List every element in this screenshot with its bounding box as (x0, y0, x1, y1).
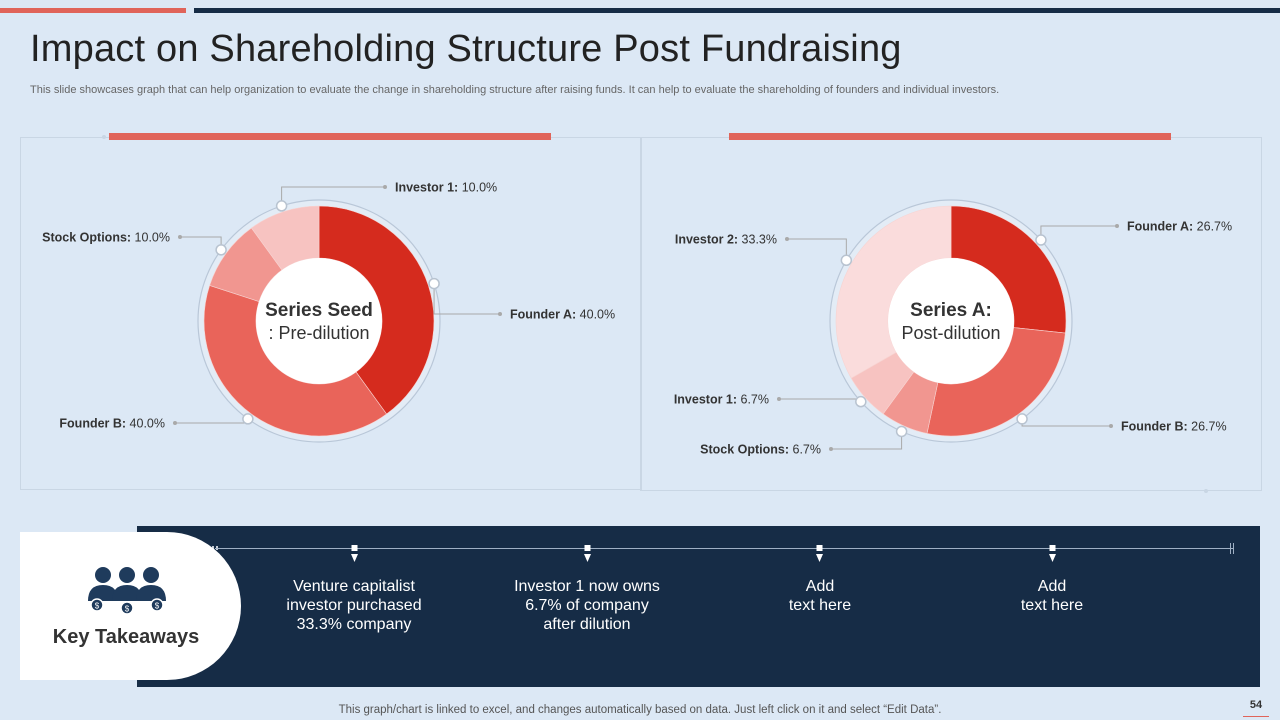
timeline-end (1233, 543, 1234, 554)
leader-line (1040, 225, 1117, 241)
data-label: Founder A: 26.7% (1127, 220, 1232, 234)
leader-dot (178, 235, 182, 239)
leader-line (787, 238, 847, 261)
timeline-end (1230, 543, 1231, 554)
leader-dot (785, 237, 789, 241)
timeline-line (215, 548, 1233, 549)
timeline-marker (816, 545, 823, 562)
svg-text:$: $ (95, 602, 100, 611)
leader-line (433, 283, 500, 315)
donut-center (888, 258, 1014, 384)
chart-title-line1: Series Seed (265, 300, 373, 321)
data-label: Investor 2: 33.3% (675, 233, 777, 247)
chart-title-line1: Series A: (910, 300, 992, 321)
footer-note: This graph/chart is linked to excel, and… (338, 704, 942, 716)
top-accent-red (0, 8, 186, 13)
timeline-marker (351, 545, 358, 562)
panel-accent-left (109, 133, 551, 140)
leader-line (1021, 418, 1111, 427)
leader-line (831, 431, 903, 450)
leader-node (855, 395, 867, 408)
svg-text:$: $ (125, 605, 130, 614)
leader-line (180, 236, 222, 250)
panel-accent-right (729, 133, 1171, 140)
leader-line (281, 186, 385, 206)
takeaways-title: Key Takeaways (52, 626, 200, 648)
data-label: Stock Options: 6.7% (700, 443, 821, 457)
data-label: Stock Options: 10.0% (42, 231, 170, 245)
data-label: Founder B: 40.0% (59, 417, 165, 431)
takeaway-item: Add text here (788, 578, 852, 614)
data-label: Founder B: 26.7% (1121, 420, 1227, 434)
takeaway-item: Investor 1 now owns 6.7% of company afte… (514, 578, 660, 633)
people-money-icon: $ $ $ (88, 567, 166, 615)
leader-node (428, 277, 440, 290)
timeline-marker (584, 545, 591, 562)
data-label: Investor 1: 10.0% (395, 181, 497, 195)
corner-dot (1204, 489, 1208, 493)
takeaways-band (137, 526, 1260, 687)
leader-node (242, 413, 254, 425)
data-label: Investor 1: 6.7% (674, 393, 769, 407)
leader-dot (498, 312, 502, 316)
leader-line (779, 398, 862, 402)
leader-node (275, 200, 288, 212)
leader-dot (1115, 224, 1119, 228)
corner-dot (102, 135, 106, 139)
leader-node (1016, 413, 1028, 425)
chart-title-line2: Post-dilution (901, 323, 1000, 343)
donut-center (256, 258, 382, 384)
page-title: Impact on Shareholding Structure Post Fu… (30, 28, 902, 70)
leader-dot (383, 185, 387, 189)
leader-dot (173, 421, 177, 425)
leader-node (895, 425, 908, 438)
leader-dot (777, 397, 781, 401)
svg-text:$: $ (155, 602, 160, 611)
page-number: 54 (1249, 699, 1263, 711)
page-subtitle: This slide showcases graph that can help… (30, 84, 1000, 96)
leader-node (840, 254, 853, 267)
takeaway-item: Venture capitalist investor purchased 33… (286, 578, 422, 633)
leader-dot (829, 447, 833, 451)
top-accent-navy (194, 8, 1280, 13)
takeaway-item: Add text here (1020, 578, 1084, 614)
page-number-underline (1243, 716, 1269, 717)
timeline-marker (1049, 545, 1056, 562)
leader-line (175, 418, 249, 424)
data-label: Founder A: 40.0% (510, 308, 615, 322)
leader-node (1035, 234, 1047, 246)
leader-dot (1109, 424, 1113, 428)
chart-title-line2: : Pre-dilution (268, 323, 369, 343)
leader-node (215, 244, 227, 256)
